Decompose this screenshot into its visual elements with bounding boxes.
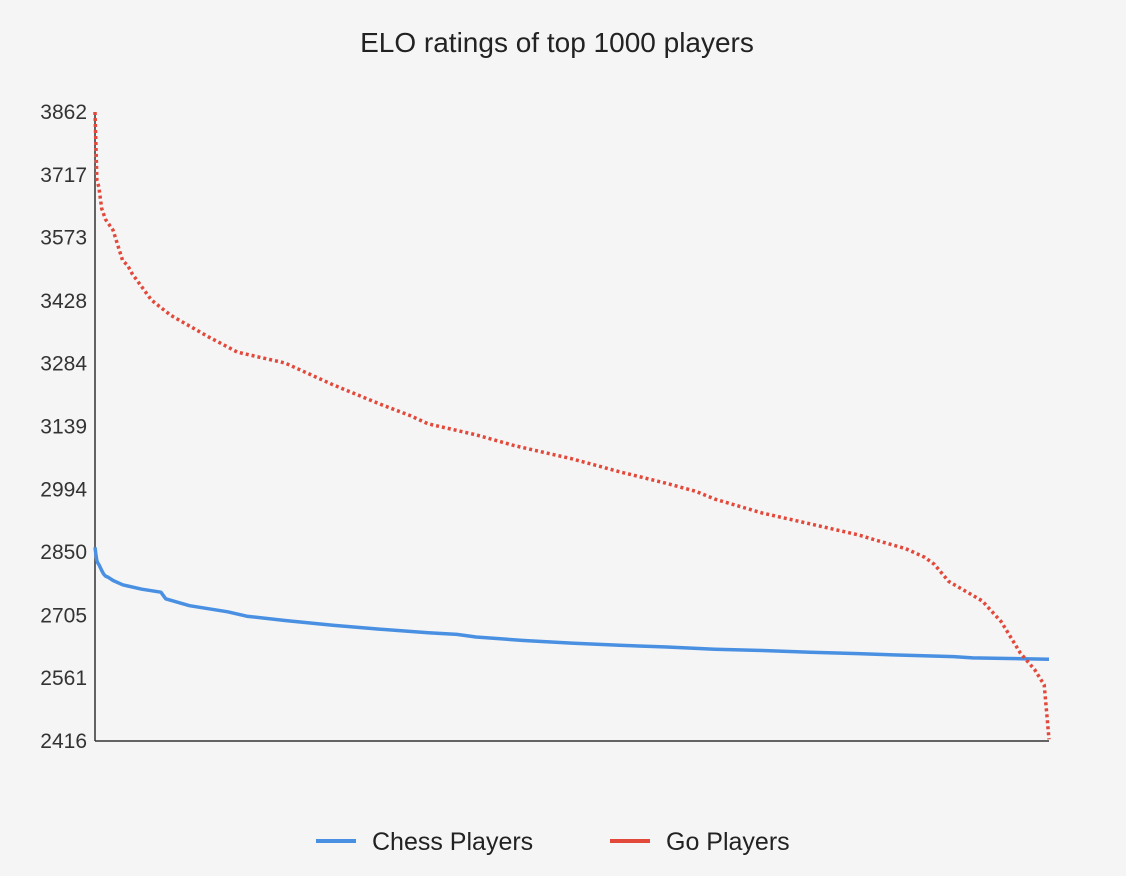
y-tick-label: 3573 — [40, 227, 87, 250]
chart-title: ELO ratings of top 1000 players — [360, 27, 754, 58]
y-tick-label: 3862 — [40, 101, 87, 124]
y-tick-label: 3284 — [40, 352, 87, 375]
legend-label-go-players: Go Players — [666, 828, 790, 856]
series-line-chess-players — [93, 547, 1050, 661]
y-tick-label: 2416 — [40, 730, 87, 753]
legend-label-chess-players: Chess Players — [372, 828, 533, 856]
y-tick-label: 2705 — [40, 604, 87, 627]
y-tick-label: 2561 — [40, 667, 87, 690]
y-tick-label: 3717 — [40, 164, 87, 187]
y-tick-label: 3428 — [40, 290, 87, 313]
y-tick-label: 3139 — [40, 416, 87, 439]
series-line-go-players — [93, 111, 1051, 740]
legend: Chess Players Go Players — [316, 828, 790, 856]
y-tick-label: 2994 — [40, 479, 87, 502]
series-lines — [93, 111, 1051, 740]
y-tick-label: 2850 — [40, 541, 87, 564]
y-axis-ticks: 3862 3717 3573 3428 3284 3139 2994 2850 2705 2561… — [40, 101, 87, 753]
